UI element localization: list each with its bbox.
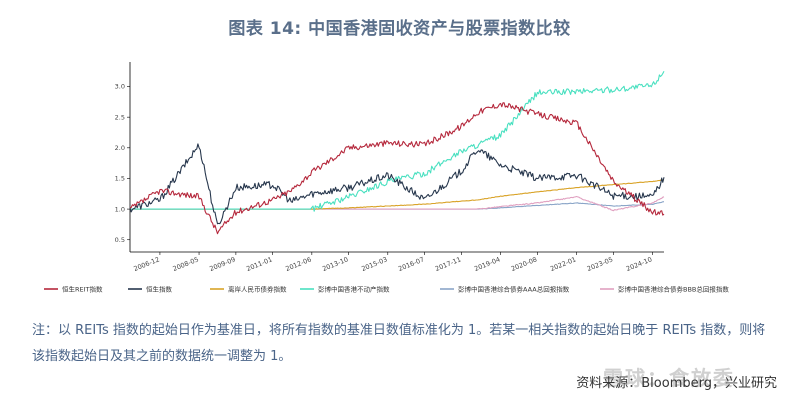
series-line-3 <box>130 70 665 212</box>
x-tick-label: 2006-12 <box>132 255 160 273</box>
watermark: 雪球：食放委 <box>603 366 735 390</box>
y-tick-label: 0.5 <box>115 236 125 244</box>
y-tick-label: 2.5 <box>115 113 125 121</box>
y-tick-label: 2.0 <box>115 144 125 152</box>
x-tick-label: 2017-11 <box>434 255 462 273</box>
chart-title: 图表 14: 中国香港固收资产与股票指数比较 <box>228 19 571 39</box>
y-tick-label: 1.5 <box>115 175 125 183</box>
x-tick-label: 2023-05 <box>586 255 614 273</box>
x-tick-label: 2013-10 <box>321 255 349 273</box>
chart-series <box>129 70 665 235</box>
legend-label: 彭博中国香港不动产指数 <box>318 284 390 293</box>
x-tick-label: 2015-03 <box>360 255 388 273</box>
x-tick-label: 2022-01 <box>549 255 577 273</box>
x-tick-label: 2012-06 <box>284 255 312 273</box>
legend-label: 彭博中国香港综合债券AAA总回报指数 <box>458 284 570 293</box>
x-tick-label: 2008-05 <box>172 255 200 273</box>
source-line: 资料来源：Bloomberg，兴业研究 <box>576 376 777 391</box>
line-chart: 0.5 1.0 1.5 2.0 2.5 3.0 2006-12 2008-05 2009-09 2… <box>44 62 729 293</box>
y-tick-label: 1.0 <box>115 205 125 213</box>
x-tick-label: 2024-10 <box>625 255 653 273</box>
x-tick-label: 2016-07 <box>397 255 425 273</box>
series-line-1 <box>129 143 665 225</box>
legend-label: 彭博中国香港综合债券BBB总回报指数 <box>618 284 729 293</box>
x-tick-label: 2011-01 <box>245 255 273 273</box>
y-tick-label: 3.0 <box>115 83 125 91</box>
legend-label: 离岸人民币债券指数 <box>228 284 287 293</box>
chart-axes: 0.5 1.0 1.5 2.0 2.5 3.0 2006-12 2008-05 2009-09 2… <box>115 62 664 273</box>
legend-label: 恒生REIT指数 <box>62 284 103 293</box>
chart-footnote: 注：以 REITs 指数的起始日作为基准日，将所有指数的基准日数值标准化为 1。… <box>32 323 766 364</box>
chart-legend: 恒生REIT指数 恒生指数 离岸人民币债券指数 彭博中国香港不动产指数 彭博中国香港综合… <box>44 284 729 293</box>
series-line-0 <box>129 102 665 235</box>
x-tick-label: 2020-08 <box>510 255 538 273</box>
x-tick-label: 2019-04 <box>473 255 501 273</box>
legend-label: 恒生指数 <box>146 284 173 293</box>
x-tick-label: 2009-09 <box>208 255 236 273</box>
